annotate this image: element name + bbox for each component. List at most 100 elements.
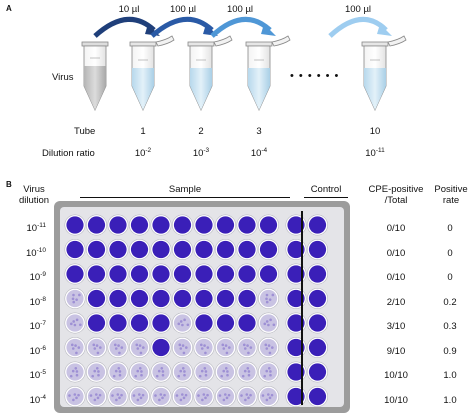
well-speckle <box>118 396 121 400</box>
well-speckle <box>75 351 78 355</box>
dilution-base: 10 <box>29 345 41 357</box>
well-speckle <box>200 369 204 373</box>
well-speckle <box>270 393 274 397</box>
well-cpe-positive <box>130 338 149 357</box>
well-speckle <box>183 370 186 373</box>
tube-number-2: 2 <box>198 126 204 137</box>
well-intact <box>152 216 170 234</box>
well-speckle <box>138 366 142 370</box>
well-intact <box>195 240 213 259</box>
well-speckle <box>91 374 94 378</box>
well-speckle <box>225 351 229 355</box>
well-cpe-positive <box>216 363 235 381</box>
well-intact <box>152 265 170 283</box>
well-intact <box>259 216 278 234</box>
transfer-label-4: 100 µl <box>344 4 372 15</box>
well-speckle <box>158 398 161 402</box>
well-cpe-positive <box>66 363 84 381</box>
well-speckle <box>93 398 97 402</box>
rate-header: Positive rate <box>434 184 468 206</box>
well-cpe-positive <box>87 387 106 406</box>
well-intact <box>109 314 127 332</box>
well-intact <box>130 216 149 234</box>
well-intact <box>287 363 305 381</box>
well-speckle <box>141 393 145 397</box>
well-intact <box>109 289 127 308</box>
dilution-row-label: Dilution ratio <box>42 148 95 159</box>
well-speckle <box>98 346 102 349</box>
well-speckle <box>199 343 203 347</box>
well-cpe-positive <box>173 363 192 381</box>
virus-label: Virus <box>52 72 74 83</box>
well-intact <box>287 314 305 332</box>
well-intact <box>109 240 127 259</box>
well-intact <box>308 265 327 283</box>
well-intact <box>66 240 84 259</box>
tube-3 <box>245 35 291 111</box>
well-cpe-positive <box>109 338 127 357</box>
well-intact <box>130 314 149 332</box>
wells-grid <box>64 214 329 408</box>
well-speckle <box>71 347 75 350</box>
well-cpe-positive <box>259 289 278 308</box>
well-intact <box>66 216 84 234</box>
dilution-row-label: 10-7 <box>6 320 46 332</box>
well-speckle <box>160 366 164 370</box>
well-speckle <box>73 393 77 396</box>
well-speckle <box>97 373 100 377</box>
well-speckle <box>243 369 247 373</box>
dilution-base: 10 <box>29 394 41 406</box>
well-speckle <box>246 344 249 347</box>
well-speckle <box>224 366 228 370</box>
well-speckle <box>93 369 97 373</box>
tube-1 <box>129 35 175 111</box>
sample-header-rule <box>80 197 290 198</box>
well-speckle <box>179 398 183 402</box>
well-speckle <box>224 344 228 347</box>
well-intact <box>308 314 327 332</box>
well-cpe-positive <box>238 338 256 357</box>
well-speckle <box>117 366 121 370</box>
well-speckle <box>269 318 272 322</box>
well-speckle <box>75 318 79 322</box>
well-speckle <box>264 343 268 347</box>
well-intact <box>173 265 192 283</box>
well-speckle <box>181 344 185 347</box>
well-intact <box>308 216 327 234</box>
well-intact <box>173 240 192 259</box>
well-cpe-positive <box>238 387 256 406</box>
well-speckle <box>134 374 137 378</box>
well-intact <box>287 216 305 234</box>
cpe-header: CPE-positive /Total <box>368 184 424 206</box>
cpe-value: 9/10 <box>386 345 406 357</box>
well-speckle <box>75 373 79 377</box>
well-speckle <box>269 373 272 377</box>
well-intact <box>308 338 327 357</box>
well-intact <box>87 216 106 234</box>
well-speckle <box>114 347 118 350</box>
well-speckle <box>182 351 186 355</box>
sample-header: Sample <box>168 184 202 195</box>
well-cpe-positive <box>259 387 278 406</box>
well-intact <box>259 265 278 283</box>
cpe-value: 0/10 <box>386 272 406 283</box>
well-speckle <box>70 343 74 347</box>
well-speckle <box>78 293 81 297</box>
well-speckle <box>96 351 100 355</box>
well-intact <box>259 240 278 259</box>
well-cpe-positive <box>238 363 256 381</box>
well-speckle <box>139 351 143 355</box>
well-speckle <box>270 346 274 349</box>
well-speckle <box>71 297 75 301</box>
dilution-exp: -8 <box>40 295 46 303</box>
well-speckle <box>161 373 165 377</box>
well-intact <box>238 265 256 283</box>
well-intact <box>195 265 213 283</box>
panel-b-label: B <box>6 180 12 189</box>
well-intact <box>109 265 127 283</box>
well-speckle <box>177 322 181 326</box>
well-speckle <box>247 373 251 377</box>
well-intact <box>216 265 235 283</box>
positive-rate-value: 1.0 <box>443 370 457 381</box>
well-intact <box>308 363 327 381</box>
